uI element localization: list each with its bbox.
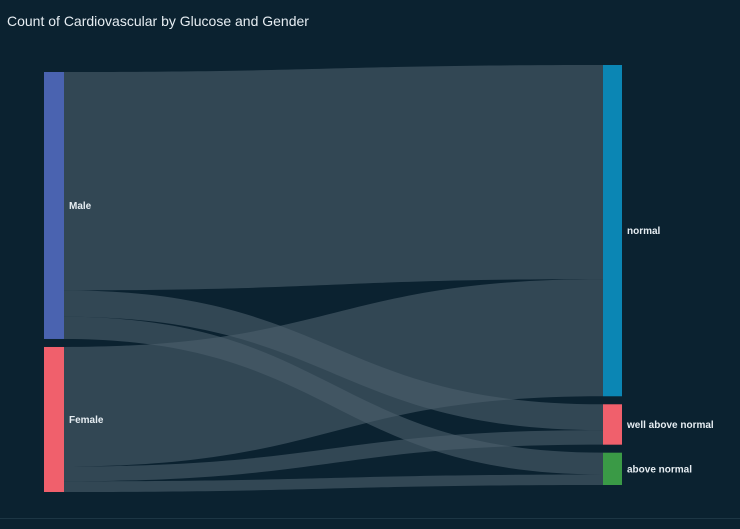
link-female-to-above-normal[interactable] [64,474,603,492]
node-label-well-above-normal: well above normal [626,420,714,431]
link-female-to-well-above-normal[interactable] [64,430,603,482]
node-above-normal[interactable] [603,452,622,485]
chart-title: Count of Cardiovascular by Glucose and G… [7,13,309,29]
divider [0,518,740,519]
node-label-above-normal: above normal [627,464,692,475]
node-label-female: Female [69,415,104,426]
sankey-links [64,65,603,492]
node-normal[interactable] [603,65,622,397]
node-male[interactable] [44,72,64,339]
node-well-above-normal[interactable] [603,404,622,445]
node-female[interactable] [44,346,64,492]
link-male-to-normal[interactable] [64,65,603,291]
node-label-male: Male [69,201,92,212]
node-label-normal: normal [627,226,661,237]
link-female-to-normal[interactable] [64,279,603,467]
